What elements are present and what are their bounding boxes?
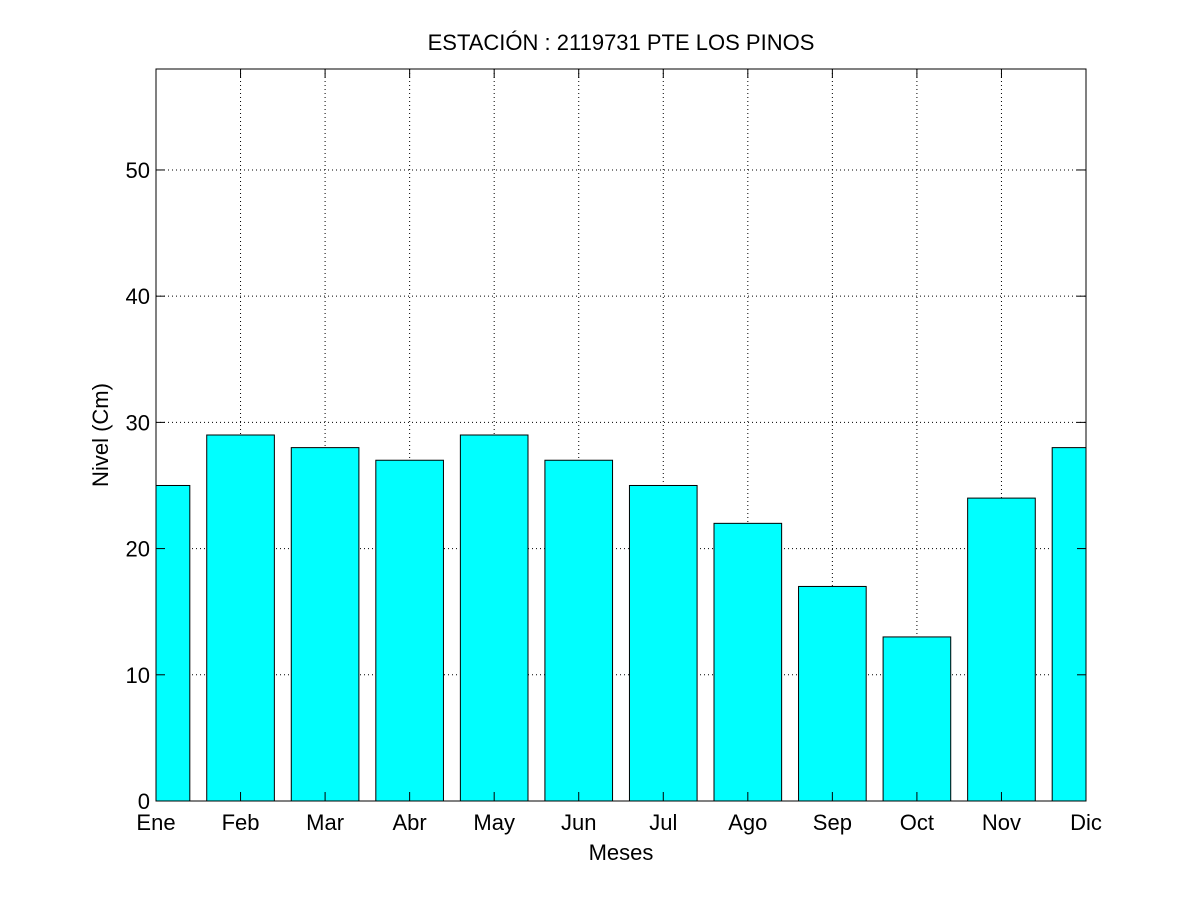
bar-sep (798, 585, 867, 801)
bar-ago (713, 522, 783, 801)
x-tick-label: Mar (306, 810, 344, 835)
x-tick-label: Jul (649, 810, 677, 835)
bar-jun (544, 459, 614, 801)
bar-may (459, 434, 529, 801)
bar-mar (290, 447, 360, 801)
x-tick-label: Ago (728, 810, 767, 835)
bar-feb (206, 434, 275, 801)
x-tick-label: Ene (136, 810, 175, 835)
x-tick-label: Nov (982, 810, 1021, 835)
bar-abr (375, 459, 444, 801)
y-tick-label: 10 (126, 663, 150, 688)
y-tick-label: 40 (126, 284, 150, 309)
bar-jul (628, 484, 698, 801)
x-tick-label: Oct (900, 810, 934, 835)
bar-oct (882, 636, 952, 801)
bar-ene (156, 484, 191, 801)
axis-ticks (155, 69, 1087, 802)
y-tick-label: 0 (138, 789, 150, 814)
plot-frame (155, 68, 1087, 802)
bars (156, 434, 1086, 801)
y-axis-label: Nivel (Cm) (88, 383, 113, 487)
y-tick-label: 20 (126, 537, 150, 562)
x-axis-label: Meses (589, 840, 654, 865)
bar-dic (1051, 447, 1086, 801)
x-tick-label: Sep (813, 810, 852, 835)
y-tick-label: 30 (126, 410, 150, 435)
grid (156, 69, 1086, 801)
x-tick-label: Abr (393, 810, 427, 835)
y-tick-label: 50 (126, 158, 150, 183)
x-tick-label: May (473, 810, 515, 835)
x-tick-label: Jun (561, 810, 596, 835)
tick-labels: 0 10 20 30 40 50 Ene Feb Mar Abr May Jun Jul Ago Sep Oc… (126, 158, 1102, 835)
chart-title: ESTACIÓN : 2119731 PTE LOS PINOS (428, 30, 815, 55)
x-tick-label: Dic (1070, 810, 1102, 835)
x-tick-label: Feb (222, 810, 260, 835)
bar-nov (967, 497, 1036, 801)
